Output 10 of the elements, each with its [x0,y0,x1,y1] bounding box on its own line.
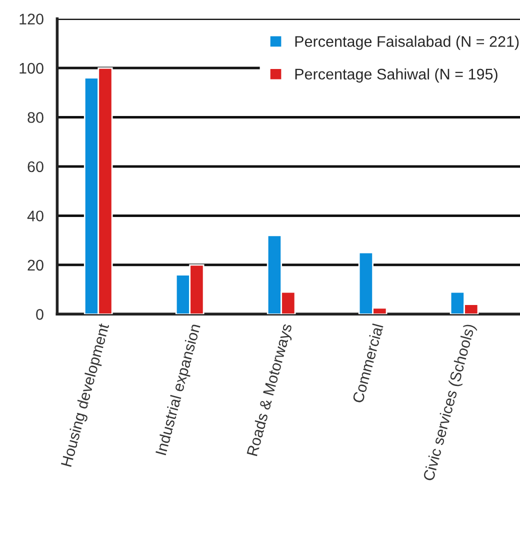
y-tick-label: 60 [28,161,44,172]
legend-label: Percentage Faisalabad (N = 221) [295,36,519,50]
y-tick-label: 120 [20,14,44,24]
y-tick-label: 100 [20,62,44,74]
x-tick-label: Industrial expansion [155,323,204,456]
legend-label: Percentage Sahiwal (N = 195) [295,68,498,83]
y-tick-label: 20 [28,260,44,271]
y-tick-label: 80 [28,112,44,123]
y-tick-label: 40 [27,210,44,222]
y-tick-label: 0 [36,309,44,320]
